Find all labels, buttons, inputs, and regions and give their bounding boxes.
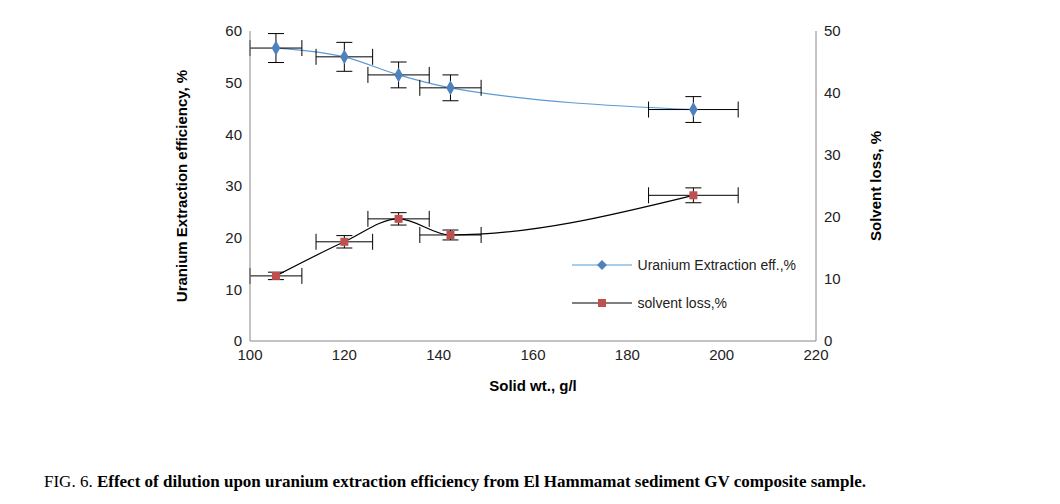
svg-text:0: 0 xyxy=(234,332,242,349)
svg-text:50: 50 xyxy=(225,74,242,91)
svg-text:160: 160 xyxy=(520,346,545,363)
svg-text:10: 10 xyxy=(225,281,242,298)
svg-text:50: 50 xyxy=(824,22,841,39)
svg-text:100: 100 xyxy=(237,345,263,363)
svg-text:30: 30 xyxy=(824,146,841,163)
html-text:Uranium Extraction eff.,%: Uranium Extraction eff.,% xyxy=(637,257,796,273)
svg-text:20: 20 xyxy=(225,229,242,246)
svg-text:60: 60 xyxy=(225,22,242,39)
svg-text:40: 40 xyxy=(225,126,242,143)
svg-text:220: 220 xyxy=(803,345,829,363)
html-text:solvent loss,%: solvent loss,% xyxy=(637,295,727,311)
svg-text:180: 180 xyxy=(615,346,640,363)
svg-text:20: 20 xyxy=(824,208,841,225)
svg-text:Solid wt., g/l: Solid wt., g/l xyxy=(489,377,577,394)
svg-text:10: 10 xyxy=(824,270,841,287)
svg-text:Uranium Extraction efficiency,: Uranium Extraction efficiency, % xyxy=(173,70,190,302)
svg-text:200: 200 xyxy=(709,346,734,363)
svg-text:0: 0 xyxy=(824,332,832,349)
svg-text:Solvent loss, %: Solvent loss, % xyxy=(867,131,884,241)
svg-text:40: 40 xyxy=(824,84,841,101)
html-text:FIG. 6. Effect of dilution upo: FIG. 6. Effect of dilution upon uranium … xyxy=(44,472,866,491)
svg-text:140: 140 xyxy=(426,346,451,363)
svg-text:30: 30 xyxy=(225,177,242,194)
svg-text:120: 120 xyxy=(332,346,357,363)
